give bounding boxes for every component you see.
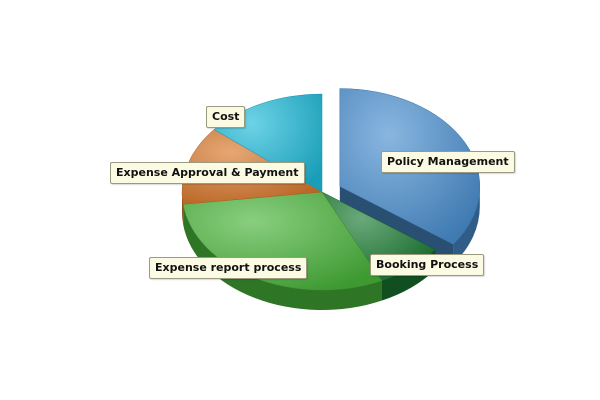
slice-label-expense-report-process: Expense report process bbox=[149, 257, 308, 279]
slice-label-policy-management: Policy Management bbox=[381, 151, 515, 173]
slice-label-expense-approval-payment: Expense Approval & Payment bbox=[110, 162, 305, 184]
slice-label-cost: Cost bbox=[206, 106, 246, 128]
slice-label-booking-process: Booking Process bbox=[370, 254, 485, 276]
pie-slice-side-0 bbox=[453, 186, 480, 265]
pie-slice-side-2 bbox=[183, 204, 382, 311]
